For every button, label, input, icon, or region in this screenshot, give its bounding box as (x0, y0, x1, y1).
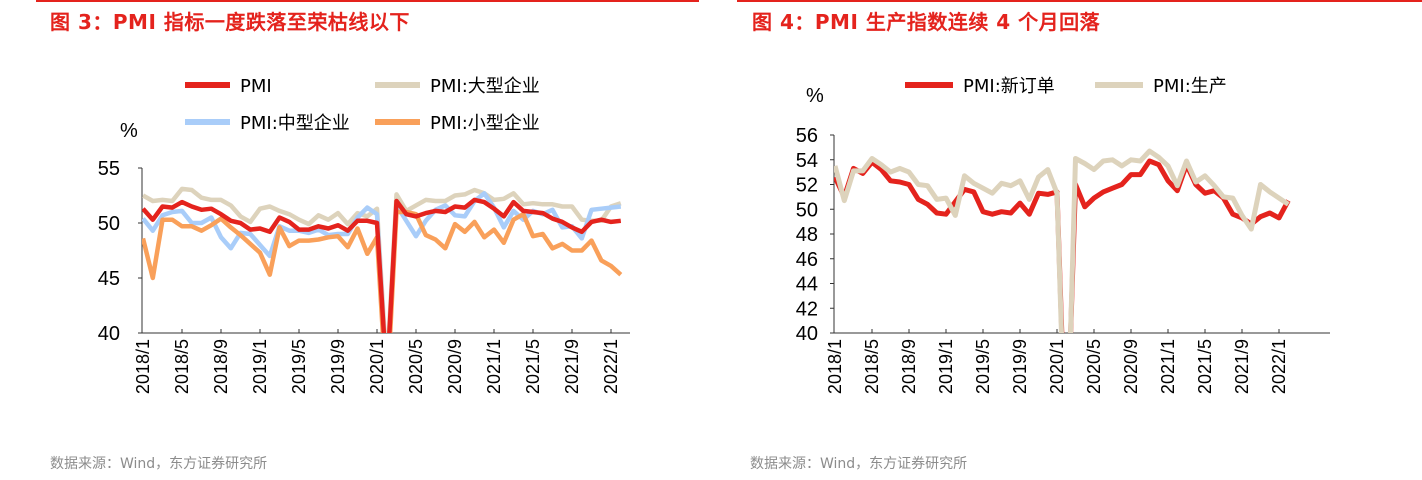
x-tick-label: 2022/1 (601, 339, 621, 394)
x-tick-label: 2022/1 (1269, 339, 1289, 394)
x-tick-label: 2021/5 (523, 339, 543, 394)
y-tick-label: 45 (98, 268, 120, 290)
y-tick-label: 48 (796, 224, 818, 246)
figure-3-source: 数据来源：Wind，东方证券研究所 (50, 456, 268, 472)
x-tick-label: 2021/1 (484, 339, 504, 394)
y-unit-label: % (120, 120, 138, 142)
y-tick-label: 50 (98, 213, 120, 235)
x-tick-label: 2020/1 (1047, 339, 1067, 394)
figure-3-title: 图 3：PMI 指标一度跌落至荣枯线以下 (50, 10, 410, 34)
y-tick-label: 42 (796, 298, 818, 320)
x-tick-label: 2018/1 (825, 339, 845, 394)
x-tick-label: 2018/9 (211, 339, 231, 394)
x-tick-label: 2019/9 (1010, 339, 1030, 394)
x-tick-label: 2019/5 (973, 339, 993, 394)
y-tick-label: 44 (796, 274, 818, 296)
legend-label: PMI:大型企业 (430, 76, 540, 97)
x-tick-label: 2019/9 (328, 339, 348, 394)
x-tick-label: 2021/1 (1158, 339, 1178, 394)
x-tick-label: 2018/9 (899, 339, 919, 394)
y-tick-label: 40 (98, 323, 120, 345)
figure-4-title: 图 4：PMI 生产指数连续 4 个月回落 (752, 10, 1101, 34)
y-tick-label: 56 (796, 125, 818, 147)
x-tick-label: 2019/1 (250, 339, 270, 394)
x-tick-label: 2018/1 (133, 339, 153, 394)
x-tick-label: 2018/5 (862, 339, 882, 394)
x-tick-label: 2019/5 (289, 339, 309, 394)
y-tick-label: 46 (796, 249, 818, 271)
legend-label: PMI:新订单 (963, 76, 1055, 97)
series-line-2 (834, 148, 1290, 333)
legend-label: PMI:生产 (1153, 76, 1227, 97)
legend-label: PMI:中型企业 (240, 113, 350, 134)
figure-4-top-rule (737, 0, 1422, 2)
y-tick-label: 52 (796, 175, 818, 197)
x-tick-label: 2020/9 (445, 339, 465, 394)
y-tick-label: 54 (796, 150, 818, 172)
x-tick-label: 2020/9 (1121, 339, 1141, 394)
x-tick-label: 2020/5 (1084, 339, 1104, 394)
y-unit-label: % (806, 85, 824, 107)
x-tick-label: 2021/9 (1232, 339, 1252, 394)
x-tick-label: 2020/5 (406, 339, 426, 394)
series-line-1 (142, 197, 622, 333)
figure-3-top-rule (36, 0, 699, 2)
x-tick-label: 2021/9 (562, 339, 582, 394)
x-tick-label: 2019/1 (936, 339, 956, 394)
y-tick-label: 40 (796, 323, 818, 345)
figure-4-source: 数据来源：Wind，东方证券研究所 (750, 456, 968, 472)
y-tick-label: 50 (796, 199, 818, 221)
legend-label: PMI:小型企业 (430, 113, 540, 134)
legend-label: PMI (240, 76, 272, 97)
y-tick-label: 55 (98, 158, 120, 180)
x-tick-label: 2020/1 (367, 339, 387, 394)
x-tick-label: 2018/5 (172, 339, 192, 394)
x-tick-label: 2021/5 (1195, 339, 1215, 394)
chart-3: 40 45 50 55% 2018/1 2018/5 2018/9 2019/1 2019/5 2… (98, 76, 630, 394)
